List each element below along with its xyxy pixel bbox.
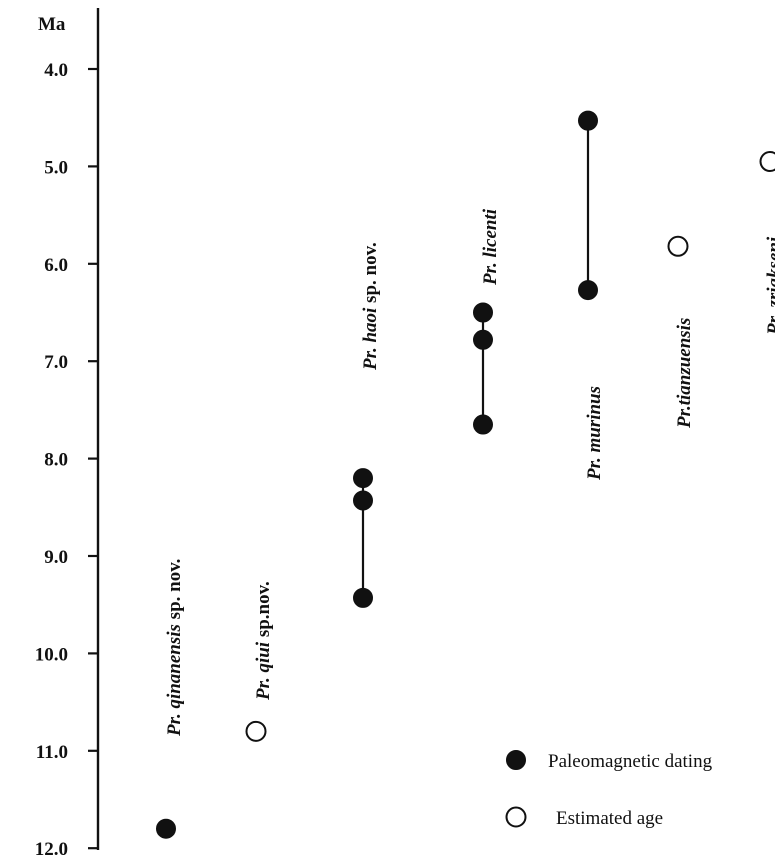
legend-label: Paleomagnetic dating (548, 751, 713, 772)
data-points (156, 110, 775, 839)
legend-label: Estimated age (556, 808, 663, 829)
paleomagnetic-point (578, 280, 598, 301)
species-label: Pr. qiui sp.nov. (253, 581, 274, 701)
species-name: Pr. qinanensis (164, 624, 185, 737)
paleomagnetic-point (473, 302, 493, 323)
paleomagnetic-point (353, 468, 373, 489)
legend-open-marker (505, 806, 527, 828)
paleomagnetic-point (578, 110, 598, 131)
species-name: Pr. qiui (253, 641, 274, 701)
species-label: Pr. qinanensis sp. nov. (164, 559, 185, 737)
paleomagnetic-point (473, 414, 493, 435)
paleomagnetic-point (156, 818, 176, 839)
legend-filled-marker (506, 750, 526, 770)
y-tick-label: 12.0 (35, 839, 68, 860)
y-axis: 4.0 5.0 6.0 7.0 8.0 9.0 10.0 11.0 12.0 (35, 8, 100, 860)
range-lines (361, 120, 590, 598)
species-label: Pr. licenti (480, 208, 501, 286)
species-name: Pr. murinus (584, 386, 605, 481)
y-tick-label: 9.0 (44, 547, 68, 568)
estimated-point (245, 720, 267, 742)
species-suffix: sp. nov. (360, 242, 381, 307)
y-tick-label: 10.0 (35, 644, 68, 665)
species-labels: Pr. qinanensis sp. nov.Pr. qiui sp.nov.P… (164, 208, 775, 737)
paleomagnetic-point (353, 490, 373, 511)
species-label: Pr. zriakseni (764, 236, 775, 336)
species-name: Pr. haoi (360, 307, 381, 371)
y-axis-unit-label: Ma (38, 14, 66, 35)
species-name: Pr. licenti (480, 208, 501, 286)
y-tick-label: 8.0 (44, 450, 68, 471)
species-suffix: sp. nov. (164, 559, 185, 624)
species-name: Pr.tianzuensis (674, 318, 695, 429)
species-label: Pr.tianzuensis (674, 318, 695, 429)
species-label: Pr. haoi sp. nov. (360, 242, 381, 371)
species-suffix: sp.nov. (253, 581, 274, 642)
paleomagnetic-point (473, 329, 493, 350)
y-tick-label: 6.0 (44, 255, 68, 276)
paleomagnetic-point (353, 587, 373, 608)
y-tick-label: 11.0 (36, 742, 68, 763)
y-tick-label: 4.0 (44, 60, 68, 81)
y-tick-label: 7.0 (44, 352, 68, 373)
species-label: Pr. murinus (584, 386, 605, 481)
species-name: Pr. zriakseni (764, 236, 775, 336)
y-tick-label: 5.0 (44, 157, 68, 178)
estimated-point (759, 151, 775, 173)
estimated-point (667, 235, 689, 257)
legend: Paleomagnetic dating Estimated age (505, 750, 713, 829)
